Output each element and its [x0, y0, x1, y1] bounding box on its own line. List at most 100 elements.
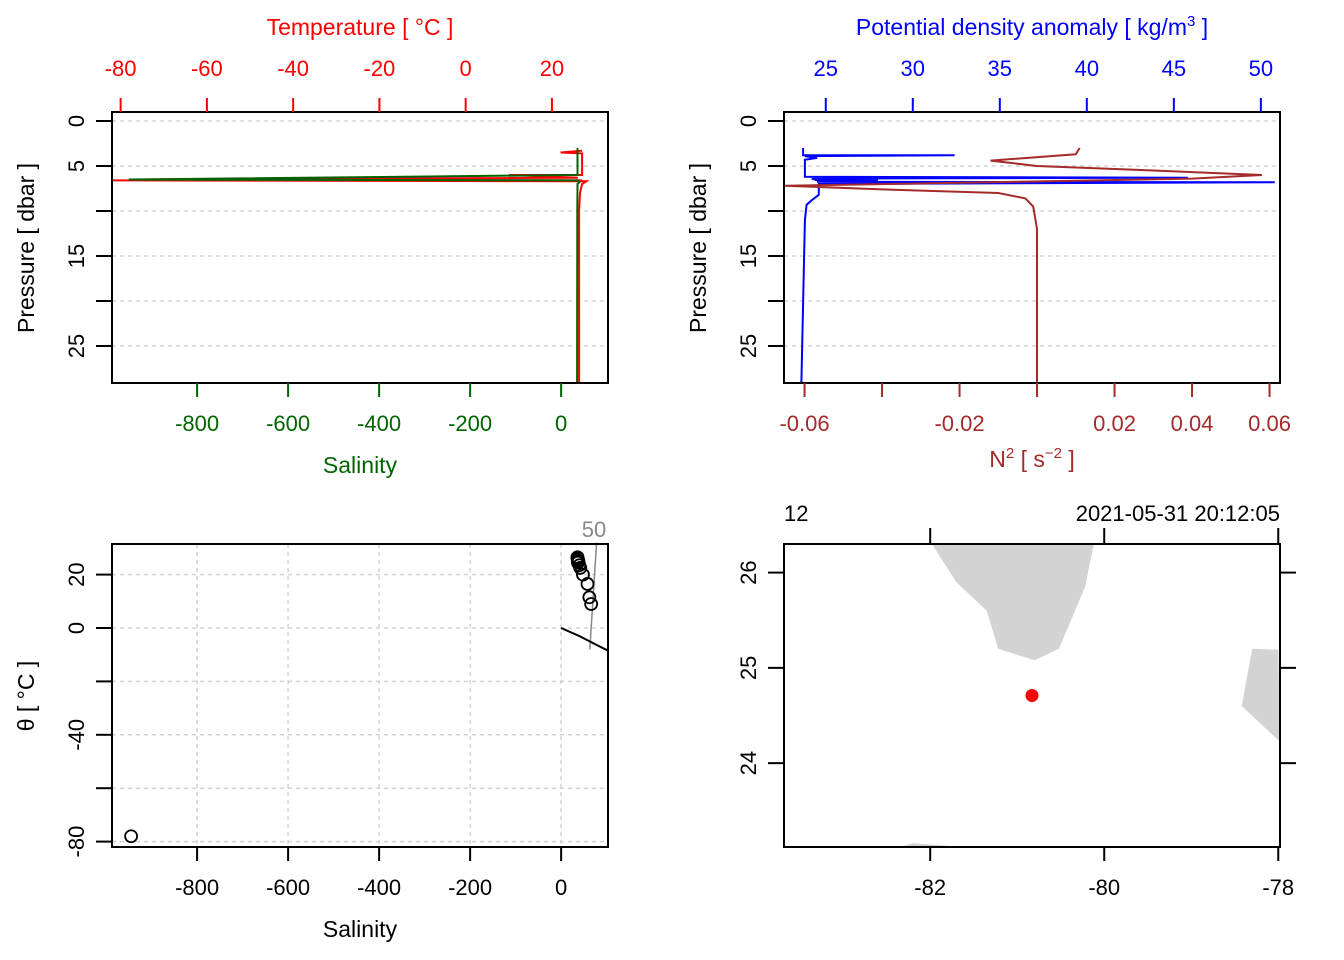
pressure-tick-label: 15: [64, 244, 89, 268]
density-tick-label: 40: [1075, 56, 1099, 81]
salinity-tick-label: 0: [555, 411, 567, 436]
salinity-tick-label: -800: [175, 411, 219, 436]
n2-tick-label: -0.02: [934, 411, 984, 436]
n2-tick-label: 0.02: [1093, 411, 1136, 436]
density-title-sup: 3: [1187, 13, 1195, 30]
pressure-tick-label: 5: [64, 160, 89, 172]
salinity-tick-label: -400: [357, 411, 401, 436]
series-group: [124, 542, 609, 844]
salinity-axis-title: Salinity: [323, 916, 398, 942]
land-polygon: [931, 544, 1094, 661]
grid-lines: [112, 544, 608, 847]
ts-point: [580, 577, 595, 591]
theta-tick-label: 0: [64, 622, 89, 634]
pressure-tick-label: 25: [736, 334, 761, 358]
salinity-tick-label: -400: [357, 875, 401, 900]
salinity-axis: -800 -600 -400 -200 0: [175, 847, 567, 900]
longitude-tick-label: -82: [914, 875, 946, 900]
isopycnal-label: 50: [582, 517, 606, 542]
station-marker: [1025, 689, 1039, 702]
temperature-line: [111, 149, 590, 382]
temperature-tick-label: -20: [364, 56, 396, 81]
pressure-tick-label: 0: [64, 115, 89, 127]
grid-lines: [112, 120, 608, 347]
n2-axis: -0.06 -0.02 0.02 0.04 0.06: [779, 383, 1291, 436]
pressure-axis-title: Pressure [ dbar ]: [13, 163, 39, 333]
plot-frame: [783, 111, 1281, 384]
series-group: [785, 147, 1275, 383]
salinity-line: [128, 148, 581, 383]
salinity-tick-label: -800: [175, 875, 219, 900]
plot-frame: [111, 111, 609, 384]
density-line: [800, 148, 1275, 383]
series-group: [111, 148, 590, 383]
density-axis-title: Potential density anomaly [ kg/m3 ]: [856, 13, 1208, 40]
n2-tick-label: -0.06: [779, 411, 829, 436]
latitude-tick-label: 25: [736, 656, 761, 680]
panel-density-n2-profile: 25 30 35 40 45 50 -0.06 -0.02 0.02 0.04 0.06 0 5 15…: [685, 13, 1291, 472]
station-label: 12: [784, 501, 808, 526]
temperature-tick-label: -40: [277, 56, 309, 81]
density-title-main: Potential density anomaly [ kg/m: [856, 14, 1187, 40]
land-polygons: [899, 544, 1280, 847]
station-time-label: 2021-05-31 20:12:05: [1076, 501, 1280, 526]
n2-line: [785, 147, 1262, 382]
temperature-tick-label: -60: [191, 56, 223, 81]
density-tick-label: 25: [814, 56, 838, 81]
theta-tick-label: -40: [64, 719, 89, 751]
density-tick-label: 50: [1249, 56, 1273, 81]
salinity-tick-label: -600: [266, 411, 310, 436]
freezing-line: [560, 627, 609, 652]
temperature-tick-label: 20: [540, 56, 564, 81]
pressure-tick-label: 25: [64, 334, 89, 358]
n2-tick-label: 0.06: [1248, 411, 1291, 436]
n2-title-main: N: [989, 446, 1006, 472]
n2-title-mid: [ s: [1014, 446, 1045, 472]
ts-point: [573, 561, 588, 575]
salinity-tick-label: 0: [555, 875, 567, 900]
salinity-tick-label: -200: [448, 875, 492, 900]
pressure-tick-label: 5: [736, 160, 761, 172]
pressure-tick-label: 15: [736, 244, 761, 268]
n2-title-sup2: −2: [1045, 445, 1062, 462]
temperature-axis-title: Temperature [ °C ]: [267, 14, 454, 40]
grid-lines: [784, 120, 1280, 347]
latitude-tick-label: 24: [736, 751, 761, 775]
pressure-axis: 0 5 15 25: [736, 115, 784, 358]
map-frame: [783, 543, 1281, 848]
n2-tick-label: 0.04: [1171, 411, 1214, 436]
theta-tick-label: 20: [64, 562, 89, 586]
n2-title-sup: 2: [1006, 445, 1014, 462]
latitude-tick-label: 26: [736, 560, 761, 584]
isopycnal-line: [589, 542, 598, 650]
pressure-axis: 0 5 15 25: [64, 115, 112, 358]
salinity-axis-title: Salinity: [323, 452, 398, 478]
ts-point: [582, 590, 597, 605]
salinity-tick-label: -600: [266, 875, 310, 900]
panel-station-map: -82 -80 -78 24 25 26 12 2021-05-31 20:12:05: [736, 501, 1296, 900]
salinity-axis: -800 -600 -400 -200 0: [175, 383, 567, 436]
panel-ts-diagram: -800 -600 -400 -200 0 20 0 -40 -80 Salinity θ […: [13, 517, 609, 942]
density-tick-label: 35: [988, 56, 1012, 81]
station-group: [1025, 689, 1039, 702]
salinity-tick-label: -200: [448, 411, 492, 436]
longitude-tick-label: -80: [1088, 875, 1120, 900]
ts-point: [584, 597, 599, 611]
density-axis: 25 30 35 40 45 50: [814, 56, 1273, 112]
panel-temperature-salinity-profile: -80 -60 -40 -20 0 20 -800 -600 -400 -200 0 051525…: [13, 14, 609, 478]
temperature-tick-label: 0: [460, 56, 472, 81]
map-axes: -82 -80 -78 24 25 26: [736, 528, 1296, 900]
theta-tick-label: -80: [64, 826, 89, 858]
ts-point: [124, 829, 139, 844]
density-tick-label: 30: [901, 56, 925, 81]
temperature-tick-label: -80: [105, 56, 137, 81]
theta-axis-title: θ [ °C ]: [13, 661, 39, 732]
plot-frame: [111, 543, 609, 848]
n2-title-end: ]: [1062, 446, 1075, 472]
pressure-tick-label: 0: [736, 115, 761, 127]
n2-axis-title: N2 [ s−2 ]: [989, 445, 1075, 472]
theta-axis: 20 0 -40 -80: [64, 562, 112, 857]
temperature-axis: -80 -60 -40 -20 0 20: [105, 56, 564, 112]
density-tick-label: 45: [1162, 56, 1186, 81]
